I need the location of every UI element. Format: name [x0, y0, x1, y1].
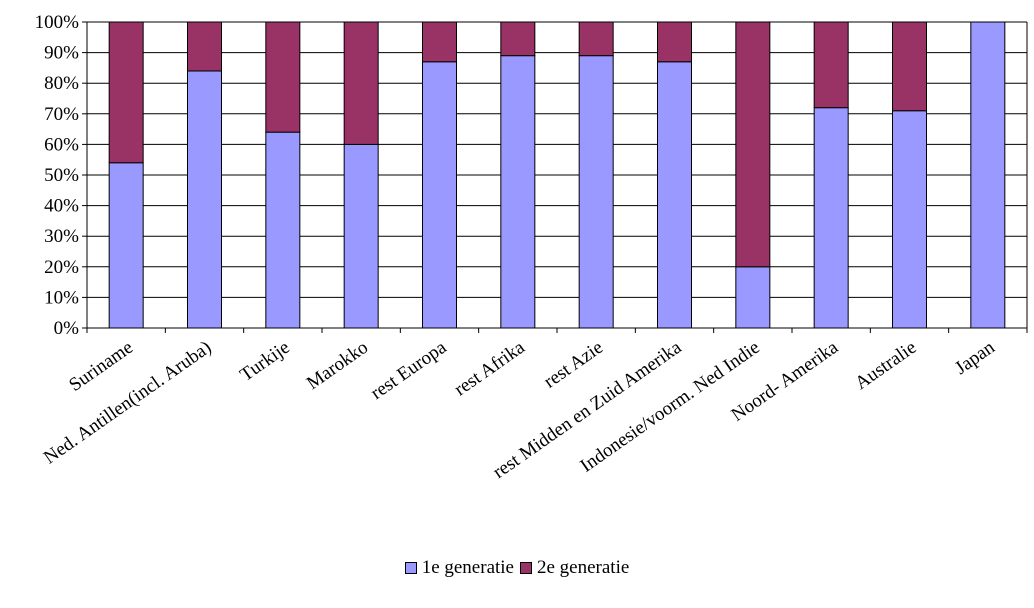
x-tick-label: rest Azie: [540, 337, 607, 393]
bar-segment-series-2: [500, 21, 536, 57]
y-tick-label: 100%: [35, 12, 80, 33]
y-tick-label: 0%: [54, 318, 80, 339]
legend-item-series-2: 2e generatie: [520, 557, 629, 579]
y-tick-label: 90%: [44, 43, 79, 64]
bar-segment-series-1: [343, 143, 379, 329]
legend-label-series-1: 1e generatie: [421, 557, 514, 578]
x-tick-label: rest Europa: [367, 337, 451, 404]
x-tick-label: Turkije: [236, 337, 293, 386]
y-axis-tick-labels: 0% 10% 20% 30% 40% 50% 60% 70% 80% 90% 100%: [35, 12, 80, 339]
legend: 1e generatie 2e generatie: [0, 557, 1034, 579]
bar-segment-series-1: [892, 110, 927, 329]
legend-swatch-series-2: [520, 562, 532, 574]
bar-segment-series-1: [422, 61, 457, 329]
bar-segment-series-1: [735, 266, 771, 329]
y-tick-label: 60%: [44, 134, 79, 155]
y-tick-label: 70%: [44, 104, 79, 125]
y-tick-label: 30%: [44, 226, 79, 247]
bar-segment-series-2: [343, 21, 379, 145]
bar-segment-series-2: [187, 21, 222, 72]
bar-segment-series-2: [422, 21, 457, 63]
x-tick-label: Australie: [851, 337, 920, 394]
bar-segment-series-2: [265, 21, 301, 133]
x-tick-label: Marokko: [303, 337, 372, 394]
x-tick-label: Japan: [951, 337, 999, 379]
bar-segment-series-1: [265, 131, 301, 329]
bar-segment-series-2: [578, 21, 614, 57]
y-tick-label: 20%: [44, 257, 79, 278]
y-tick-label: 50%: [44, 165, 79, 186]
bar-segment-series-2: [892, 21, 927, 112]
legend-swatch-series-1: [404, 562, 417, 574]
legend-item-series-1: 1e generatie: [404, 557, 514, 579]
bar-segment-series-2: [735, 21, 771, 268]
bar-segment-series-1: [813, 107, 849, 329]
x-tick-label: rest Afrika: [451, 337, 530, 401]
bar-segment-series-1: [578, 55, 614, 329]
stacked-bar-chart: 0% 10% 20% 30% 40% 50% 60% 70% 80% 90% 100% Surina…: [35, 12, 1028, 483]
bar-segment-series-2: [108, 21, 144, 164]
axes: [82, 21, 1028, 333]
bar-segment-series-1: [187, 70, 222, 329]
y-tick-label: 10%: [44, 287, 79, 308]
bar-segment-series-1: [657, 61, 692, 329]
bar-segment-series-2: [657, 21, 692, 63]
x-tick-label: Suriname: [65, 337, 137, 396]
legend-label-series-2: 2e generatie: [537, 557, 630, 578]
bar-segment-series-1: [108, 162, 144, 329]
y-tick-label: 80%: [44, 73, 79, 94]
bar-segment-series-1: [500, 55, 536, 329]
bar-segment-series-1: [970, 21, 1006, 329]
bar-segment-series-2: [813, 21, 849, 109]
gridlines: [87, 21, 1027, 298]
y-tick-label: 40%: [44, 196, 79, 217]
